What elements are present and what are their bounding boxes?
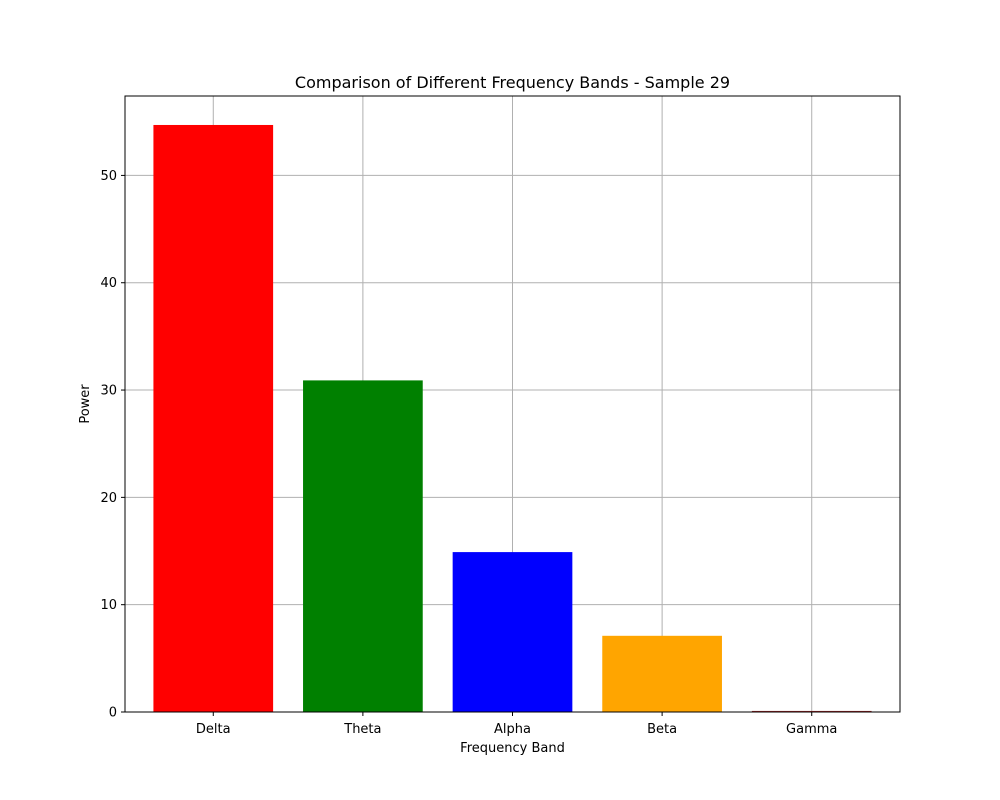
y-tick-label: 0 xyxy=(109,706,117,721)
bar-beta xyxy=(602,635,722,712)
y-tick-label: 50 xyxy=(100,169,117,184)
bars xyxy=(153,124,872,713)
x-tick-label: Beta xyxy=(647,722,677,737)
y-axis-label: Power xyxy=(78,384,93,424)
bar-theta xyxy=(303,380,423,712)
bar-gamma xyxy=(751,710,872,712)
y-tick-label: 10 xyxy=(100,598,117,613)
x-tick-label: Gamma xyxy=(786,722,837,737)
axis-ticks: 0 10 20 30 40 50 Delta Theta Alpha Beta Gamma xyxy=(100,169,837,737)
x-tick-label: Delta xyxy=(196,722,231,737)
x-tick-label: Theta xyxy=(343,722,381,737)
x-axis-label: Frequency Band xyxy=(460,741,565,756)
y-tick-label: 30 xyxy=(100,384,117,399)
y-tick-label: 20 xyxy=(100,491,117,506)
chart-title: Comparison of Different Frequency Bands … xyxy=(295,73,730,92)
x-tick-label: Alpha xyxy=(494,722,531,737)
y-tick-label: 40 xyxy=(100,276,117,291)
bar-alpha xyxy=(452,552,573,712)
bar-delta xyxy=(153,124,274,713)
